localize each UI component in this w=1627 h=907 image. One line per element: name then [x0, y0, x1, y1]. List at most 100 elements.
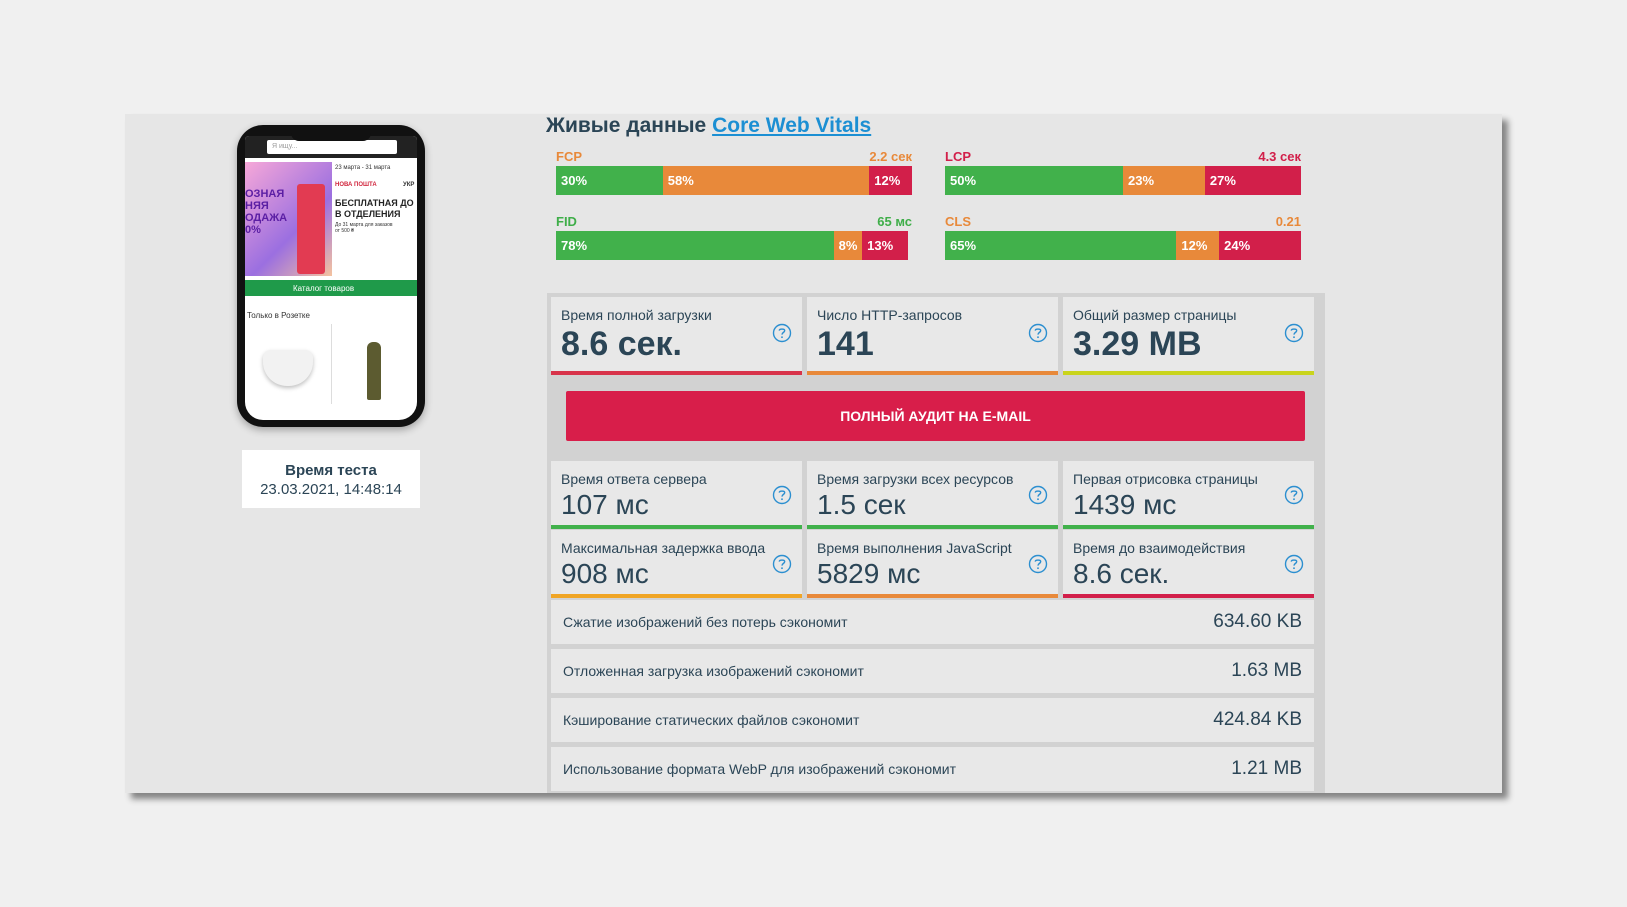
saving-label: Кэширование статических файлов сэкономит [563, 712, 860, 728]
text-line: 0% [245, 224, 261, 236]
banner-dates: 23 марта - 31 марта [335, 165, 391, 171]
saving-value: 1.21 MB [1231, 758, 1302, 779]
search-box[interactable] [267, 140, 397, 154]
saving-label: Сжатие изображений без потерь сэкономит [563, 614, 848, 630]
help-circle [1284, 485, 1304, 505]
test-time-value: 23.03.2021, 14:48:14 [260, 481, 402, 498]
vital-value: 65 мс [877, 214, 912, 229]
metric-value: 8.6 сек. [1073, 558, 1170, 589]
vital-name: FID [556, 214, 577, 229]
metric-value: 141 [817, 325, 874, 363]
product-toilet [263, 350, 313, 386]
phone: Я ищу... ОЗНАЯ НЯЯ ОДАЖА 0% 23 марта - 31 м… [237, 125, 425, 427]
text-line: ОДАЖА [245, 212, 288, 224]
vital-value: 4.3 сек [1258, 149, 1301, 164]
saving-value: 424.84 KB [1213, 709, 1302, 730]
metric-label: Время до взаимодействия [1073, 540, 1246, 556]
metric-cell: Максимальная задержка ввода 908 мс [551, 530, 802, 598]
banner-brand-2: УКР [403, 182, 415, 188]
help-glyph [1034, 328, 1042, 335]
help-glyph [1290, 559, 1298, 566]
help-icon[interactable] [1028, 323, 1048, 343]
help-dot [1037, 498, 1039, 501]
help-icon[interactable] [772, 485, 792, 505]
text-line: До 31 марта для заказов [335, 222, 393, 228]
metric-cell: Число HTTP-запросов 141 [807, 297, 1058, 375]
metric-cell: Первая отрисовка страницы 1439 мс [1063, 461, 1314, 529]
help-circle [1028, 554, 1048, 574]
metric-label: Число HTTP-запросов [817, 307, 963, 323]
help-glyph [778, 559, 786, 566]
help-icon[interactable] [1284, 554, 1304, 574]
help-icon[interactable] [1028, 485, 1048, 505]
vital-segment: 24% [1219, 231, 1301, 260]
vital-name: LCP [945, 149, 971, 164]
report-card: Я ищу... ОЗНАЯ НЯЯ ОДАЖА 0% 23 марта - 31 м… [125, 114, 1502, 793]
metric-label: Время ответа сервера [561, 471, 707, 487]
help-circle [772, 485, 792, 505]
vital-segment: 12% [1176, 231, 1220, 260]
saving-row: Отложенная загрузка изображений сэкономи… [551, 649, 1314, 693]
vital-name: CLS [945, 214, 971, 229]
vital-segment: 78% [556, 231, 834, 260]
help-dot [781, 567, 783, 570]
vital-segment: 8% [833, 231, 863, 260]
vital-segment: 65% [945, 231, 1177, 260]
audit-button[interactable]: ПОЛНЫЙ АУДИТ НА E-MAIL [566, 391, 1305, 441]
search-placeholder: Я ищу... [272, 143, 298, 150]
test-time-box: Время теста 23.03.2021, 14:48:14 [242, 450, 420, 508]
catalog-bar[interactable] [245, 280, 417, 296]
help-icon[interactable] [1284, 485, 1304, 505]
help-dot [781, 336, 783, 339]
section-label: Только в Розетке [247, 311, 310, 320]
help-icon[interactable] [772, 554, 792, 574]
saving-row: Сжатие изображений без потерь сэкономит 6… [551, 600, 1314, 644]
help-dot [1293, 498, 1295, 501]
vital-bar: 50% 23% 27% [945, 166, 1301, 195]
text-line: В ОТДЕЛЕНИЯ [335, 209, 401, 219]
metric-value: 8.6 сек. [561, 325, 682, 363]
vital-bar: 30% 58% 12% [556, 166, 912, 195]
metric-cell: Время загрузки всех ресурсов 1.5 сек [807, 461, 1058, 529]
help-icon[interactable] [1028, 554, 1048, 574]
metric-value: 5829 мс [817, 558, 921, 589]
vital-segment: 12% [869, 166, 912, 195]
saving-row: Использование формата WebP для изображен… [551, 747, 1314, 791]
saving-label: Использование формата WebP для изображен… [563, 761, 956, 777]
help-dot [1037, 567, 1039, 570]
vital-bar: 65% 12% 24% [945, 231, 1301, 260]
help-icon[interactable] [1284, 323, 1304, 343]
help-dot [1293, 336, 1295, 339]
vital-name: FCP [556, 149, 582, 164]
title-prefix: Живые данные [546, 114, 707, 137]
phone-screen: Я ищу... ОЗНАЯ НЯЯ ОДАЖА 0% 23 марта - 31 м… [245, 136, 417, 420]
vitals-title: Живые данные Core Web Vitals [546, 114, 871, 138]
product-bottle [367, 342, 381, 400]
vital-segment: 30% [556, 166, 663, 195]
banner-left-text: ОЗНАЯ НЯЯ ОДАЖА 0% [245, 188, 287, 236]
text-line: от 500 ₴ [335, 228, 354, 234]
help-circle [772, 554, 792, 574]
saving-label: Отложенная загрузка изображений сэкономи… [563, 663, 864, 679]
banner-note: До 31 марта для заказов от 500 ₴ [335, 222, 393, 234]
help-circle [772, 323, 792, 343]
text-line: НЯЯ [245, 200, 269, 212]
metric-label: Общий размер страницы [1073, 307, 1237, 323]
metric-cell: Общий размер страницы 3.29 MB [1063, 297, 1314, 375]
metric-label: Время загрузки всех ресурсов [817, 471, 1014, 487]
help-circle [1284, 554, 1304, 574]
vital-segment: 50% [945, 166, 1123, 195]
title-link[interactable]: Core Web Vitals [712, 114, 872, 137]
help-glyph [778, 490, 786, 497]
metric-cell: Время полной загрузки 8.6 сек. [551, 297, 802, 375]
metric-cell: Время выполнения JavaScript 5829 мс [807, 530, 1058, 598]
help-glyph [1034, 559, 1042, 566]
help-icon[interactable] [772, 323, 792, 343]
metric-value: 1439 мс [1073, 489, 1177, 520]
help-glyph [1034, 490, 1042, 497]
banner-brand: НОВА ПОШТА [335, 182, 377, 188]
catalog-label: Каталог товаров [293, 284, 355, 293]
metric-value: 908 мс [561, 558, 649, 589]
